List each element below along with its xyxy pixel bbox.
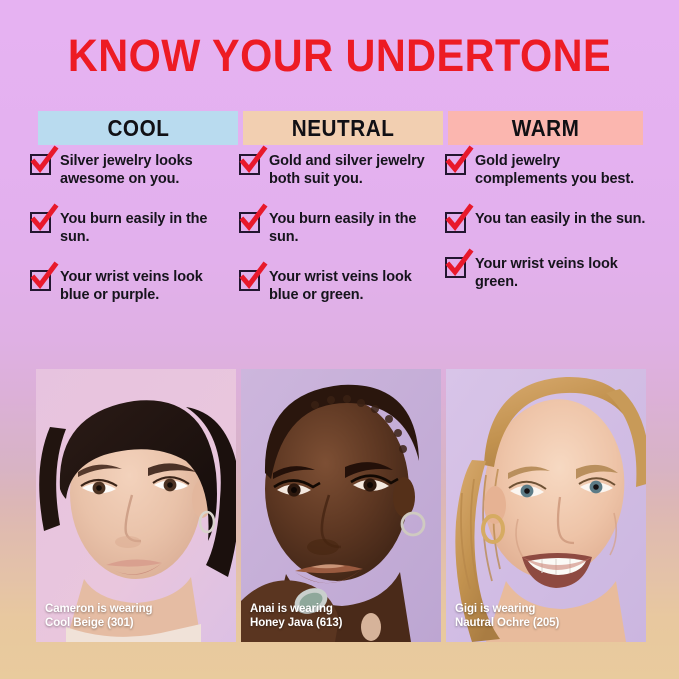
header-cool-label: COOL <box>107 114 169 141</box>
photo-caption-warm: Gigi is wearing Nautral Ochre (205) <box>455 602 559 630</box>
checklist-item-label: Your wrist veins look green. <box>475 256 618 290</box>
checklist-item: Gold and silver jewelry both suit you. <box>239 145 444 188</box>
checklist-item: Your wrist veins look blue or purple. <box>30 261 235 304</box>
photo-caption-cool: Cameron is wearing Cool Beige (301) <box>45 602 153 630</box>
model-portrait-anai <box>241 369 441 642</box>
model-photo-neutral: Anai is wearing Honey Java (613) <box>241 369 441 642</box>
checkmark-icon <box>30 203 59 233</box>
header-warm-label: WARM <box>511 114 580 141</box>
header-neutral-label: NEUTRAL <box>291 114 395 141</box>
photo-caption-neutral: Anai is wearing Honey Java (613) <box>250 602 342 630</box>
checkmark-icon <box>239 261 268 291</box>
checkmark-icon <box>445 145 474 175</box>
checklist-item: You burn easily in the sun. <box>30 203 235 246</box>
checkmark-icon <box>30 145 59 175</box>
checklist-item-label: Your wrist veins look blue or purple. <box>60 269 203 303</box>
undertone-header-row: COOL NEUTRAL WARM <box>38 111 643 145</box>
caption-line-1: Gigi is wearing <box>455 603 536 615</box>
checkmark-icon <box>445 203 474 233</box>
checklist-item-label: You tan easily in the sun. <box>475 211 646 227</box>
checkmark-icon <box>239 203 268 233</box>
checklist-column-cool: Silver jewelry looks awesome on you. You… <box>30 145 235 326</box>
model-photo-warm: Gigi is wearing Nautral Ochre (205) <box>446 369 646 642</box>
checklist-item: You burn easily in the sun. <box>239 203 444 246</box>
checklist-item-label: You burn easily in the sun. <box>60 211 208 245</box>
page-title: KNOW YOUR UNDERTONE <box>67 30 612 81</box>
checklist-columns: Silver jewelry looks awesome on you. You… <box>30 145 655 357</box>
caption-line-2: Nautral Ochre (205) <box>455 617 560 629</box>
checklist-item: You tan easily in the sun. <box>445 203 650 233</box>
caption-line-1: Anai is wearing <box>250 603 333 615</box>
checklist-item-label: Gold and silver jewelry both suit you. <box>269 153 425 187</box>
checklist-item: Your wrist veins look green. <box>445 248 650 291</box>
checklist-item: Gold jewelry complements you best. <box>445 145 650 188</box>
caption-line-2: Cool Beige (301) <box>45 617 134 629</box>
checklist-column-neutral: Gold and silver jewelry both suit you. Y… <box>239 145 444 326</box>
checklist-item: Silver jewelry looks awesome on you. <box>30 145 235 188</box>
model-photo-row: Cameron is wearing Cool Beige (301) <box>36 369 646 642</box>
caption-line-2: Honey Java (613) <box>250 617 343 629</box>
checkmark-icon <box>445 248 474 278</box>
checklist-item-label: Your wrist veins look blue or green. <box>269 269 412 303</box>
checklist-column-warm: Gold jewelry complements you best. You t… <box>445 145 650 313</box>
checklist-item-label: Gold jewelry complements you best. <box>475 153 635 187</box>
caption-line-1: Cameron is wearing <box>45 603 153 615</box>
header-warm: WARM <box>448 111 643 145</box>
header-neutral: NEUTRAL <box>243 111 443 145</box>
model-portrait-gigi <box>446 369 646 642</box>
header-cool: COOL <box>38 111 238 145</box>
checklist-item-label: You burn easily in the sun. <box>269 211 417 245</box>
checkmark-icon <box>30 261 59 291</box>
model-portrait-cameron <box>36 369 236 642</box>
checklist-item-label: Silver jewelry looks awesome on you. <box>60 153 193 187</box>
model-photo-cool: Cameron is wearing Cool Beige (301) <box>36 369 236 642</box>
checklist-item: Your wrist veins look blue or green. <box>239 261 444 304</box>
checkmark-icon <box>239 145 268 175</box>
